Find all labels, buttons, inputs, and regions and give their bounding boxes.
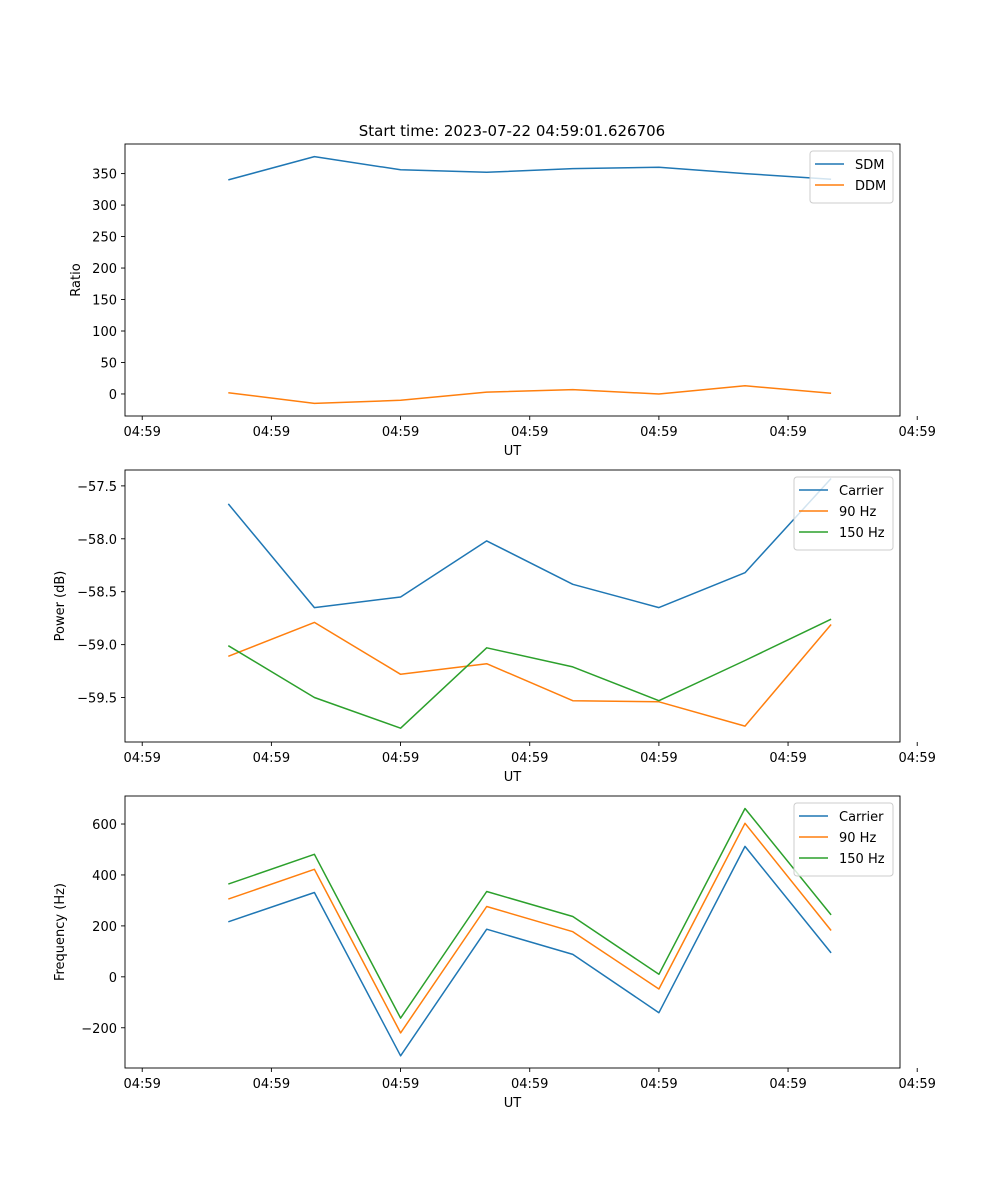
ratio-legend-label: DDM [855, 179, 886, 194]
frequency-x-tick-label: 04:59 [640, 1077, 677, 1092]
power-legend-label: 90 Hz [839, 505, 876, 520]
ratio-y-tick-label: 50 [100, 356, 117, 371]
ratio-x-tick-label: 04:59 [769, 425, 806, 440]
power-x-tick-label: 04:59 [640, 751, 677, 766]
frequency-x-tick-label: 04:59 [769, 1077, 806, 1092]
frequency-legend: Carrier 90 Hz 150 Hz [793, 802, 894, 877]
frequency-y-tick-label: 0 [109, 971, 117, 986]
ratio-y-tick-label: 200 [92, 262, 117, 277]
ratio-x-tick-label: 04:59 [898, 425, 935, 440]
power-legend-label: 150 Hz [839, 526, 885, 541]
power-x-tick-label: 04:59 [511, 751, 548, 766]
frequency-x-tick-label: 04:59 [382, 1077, 419, 1092]
ratio-x-tick-label: 04:59 [253, 425, 290, 440]
frequency-x-tick-label: 04:59 [123, 1077, 160, 1092]
frequency-y-axis-label: Frequency (Hz) [53, 883, 68, 981]
power-axes-frame [124, 469, 901, 743]
frequency-axes-frame [124, 795, 901, 1069]
ratio-series-line-ddm [228, 385, 832, 405]
frequency-legend-label: 90 Hz [839, 831, 876, 846]
frequency-x-tick-label: 04:59 [253, 1077, 290, 1092]
ratio-x-tick-label: 04:59 [382, 425, 419, 440]
ratio-x-tick-label: 04:59 [511, 425, 548, 440]
ratio-y-tick-label: 250 [92, 231, 117, 246]
frequency-y-tick-label: 400 [92, 869, 117, 884]
power-legend-label: Carrier [839, 484, 884, 499]
ratio-axes-frame [124, 143, 901, 417]
ratio-y-tick-label: 300 [92, 199, 117, 214]
power-x-axis-label: UT [504, 770, 522, 785]
power-x-tick-label: 04:59 [382, 751, 419, 766]
ratio-legend-label: SDM [855, 158, 884, 173]
figure-title: Start time: 2023-07-22 04:59:01.626706 [359, 122, 665, 140]
power-y-tick-label: −59.5 [77, 692, 117, 707]
frequency-y-tick-label: 600 [92, 818, 117, 833]
ratio-y-axis-label: Ratio [69, 263, 84, 296]
power-panel: 04:59 04:59 04:59 04:59 04:59 04:59 04:59 −59.5… [53, 469, 936, 785]
ratio-y-tick-label: 100 [92, 325, 117, 340]
frequency-y-tick-label: 200 [92, 920, 117, 935]
ratio-y-tick-label: 150 [92, 294, 117, 309]
power-series-line-90-hz [228, 621, 832, 727]
power-x-tick-label: 04:59 [123, 751, 160, 766]
ratio-panel: 04:59 04:59 04:59 04:59 04:59 04:59 04:59 0 50 10… [69, 143, 936, 459]
power-series-line-150-hz [227, 618, 832, 729]
power-y-tick-label: −58.5 [77, 586, 117, 601]
ratio-y-tick-label: 0 [109, 388, 117, 403]
frequency-x-axis-label: UT [504, 1096, 522, 1111]
power-x-tick-label: 04:59 [898, 751, 935, 766]
power-legend: Carrier 90 Hz 150 Hz [793, 476, 894, 551]
power-x-tick-label: 04:59 [769, 751, 806, 766]
ratio-series-line-sdm [228, 155, 832, 181]
power-y-tick-label: −58.0 [77, 533, 117, 548]
ratio-y-tick-label: 350 [92, 168, 117, 183]
ratio-x-tick-label: 04:59 [640, 425, 677, 440]
power-x-tick-label: 04:59 [253, 751, 290, 766]
power-y-axis-label: Power (dB) [53, 571, 68, 642]
frequency-legend-label: 150 Hz [839, 852, 885, 867]
power-y-tick-label: −59.0 [77, 639, 117, 654]
frequency-y-tick-label: −200 [81, 1022, 117, 1037]
frequency-legend-label: Carrier [839, 810, 884, 825]
power-y-tick-label: −57.5 [77, 480, 117, 495]
frequency-x-tick-label: 04:59 [511, 1077, 548, 1092]
frequency-panel: 04:59 04:59 04:59 04:59 04:59 04:59 04:59 −200 0… [53, 795, 936, 1111]
frequency-series-line-carrier [228, 845, 832, 1057]
frequency-x-tick-label: 04:59 [898, 1077, 935, 1092]
frequency-series-line-150-hz [228, 807, 832, 1019]
ratio-x-axis-label: UT [504, 444, 522, 459]
ratio-x-tick-label: 04:59 [123, 425, 160, 440]
frequency-series-line-90-hz [228, 822, 832, 1034]
ratio-legend: SDM DDM [809, 150, 894, 204]
power-series-line-carrier [227, 477, 832, 609]
